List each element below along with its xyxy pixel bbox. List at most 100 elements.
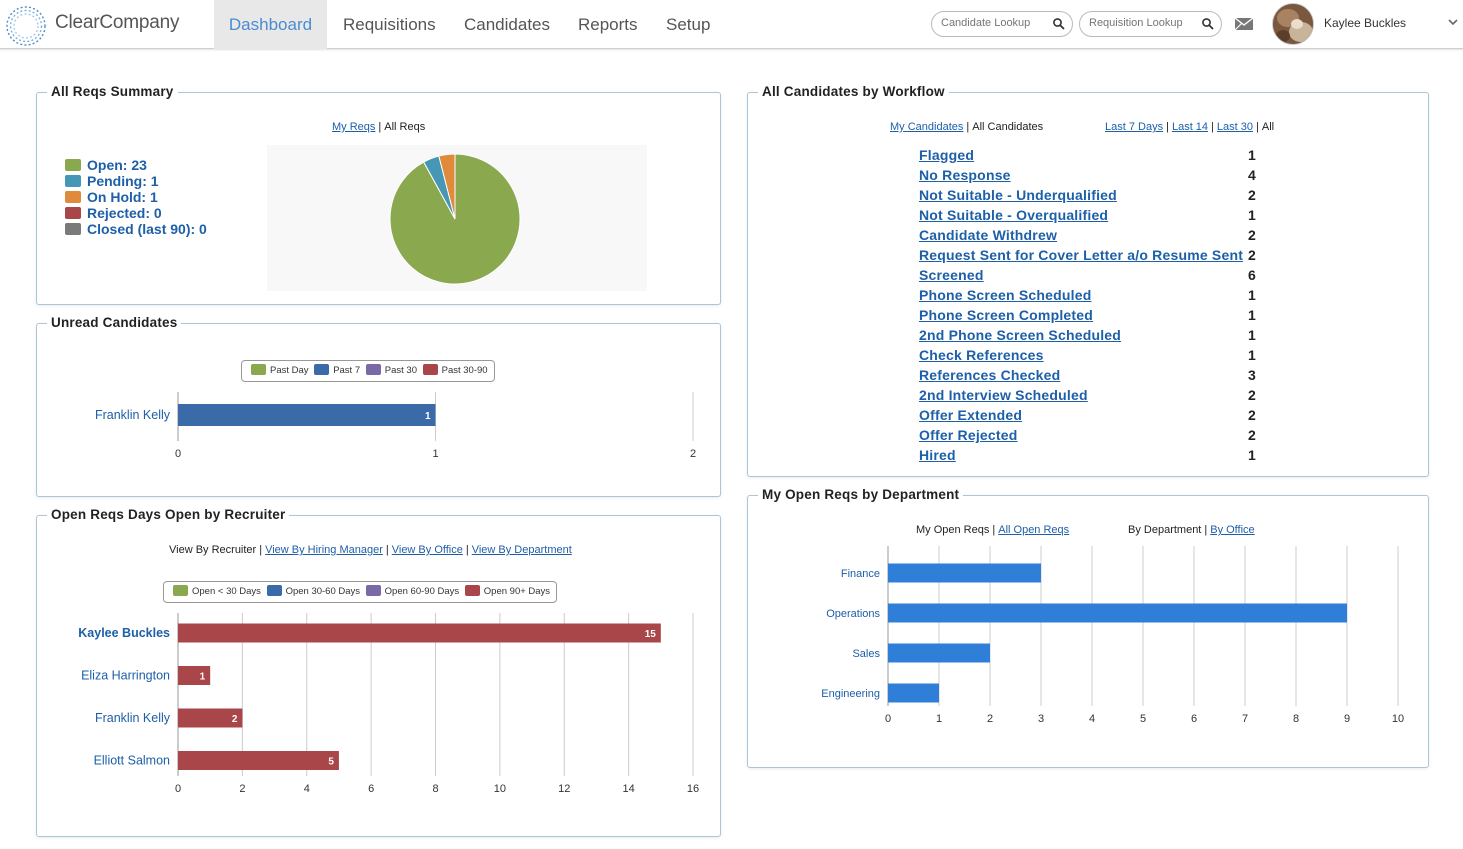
bar-franklin-kelly[interactable] bbox=[178, 404, 436, 426]
candidate-lookup-input[interactable] bbox=[941, 17, 1051, 29]
workflow-status-link[interactable]: Phone Screen Scheduled bbox=[919, 287, 1092, 303]
open-reqs-by-department-panel: My Open Reqs by Department My Open Reqs |… bbox=[747, 487, 1429, 768]
workflow-status-link[interactable]: 2nd Phone Screen Scheduled bbox=[919, 327, 1122, 343]
workflow-status-link[interactable]: Phone Screen Completed bbox=[919, 307, 1093, 323]
category-label[interactable]: Franklin Kelly bbox=[95, 408, 171, 422]
nav-candidates[interactable]: Candidates bbox=[464, 15, 551, 34]
candidates-workflow-panel: All Candidates by Workflow My Candidates… bbox=[747, 84, 1429, 477]
x-tick-label: 8 bbox=[432, 783, 438, 795]
workflow-status-link[interactable]: Request Sent for Cover Letter a/o Resume… bbox=[919, 247, 1244, 263]
nav-dashboard[interactable]: Dashboard bbox=[214, 0, 327, 49]
last-7-days-link[interactable]: Last 7 Days bbox=[1105, 121, 1164, 133]
swatch bbox=[65, 191, 81, 203]
category-label[interactable]: Finance bbox=[841, 568, 880, 580]
category-label[interactable]: Eliza Harrington bbox=[81, 669, 170, 683]
legend-open-lt-30[interactable]: Open < 30 Days bbox=[192, 586, 261, 597]
legend-past-day[interactable]: Past Day bbox=[270, 365, 309, 376]
category-label[interactable]: Kaylee Buckles bbox=[78, 626, 170, 640]
workflow-row: References Checked 3 bbox=[919, 367, 1269, 387]
bar-eliza-harrington[interactable] bbox=[178, 666, 211, 685]
days-open-panel: Open Reqs Days Open by Recruiter View By… bbox=[36, 507, 721, 837]
legend-past-30-90[interactable]: Past 30-90 bbox=[441, 365, 488, 376]
reqs-pie-chart bbox=[389, 153, 521, 285]
search-icon[interactable] bbox=[1052, 17, 1066, 31]
bar-engineering[interactable] bbox=[888, 683, 939, 703]
x-tick-label: 3 bbox=[1038, 713, 1044, 725]
workflow-count: 2 bbox=[1248, 227, 1256, 243]
category-label[interactable]: Elliott Salmon bbox=[94, 754, 170, 768]
swatch bbox=[314, 364, 330, 375]
workflow-status-link[interactable]: Hired bbox=[919, 447, 956, 463]
x-tick-label: 0 bbox=[175, 783, 181, 795]
x-tick-label: 2 bbox=[987, 713, 993, 725]
legend-rejected[interactable]: Rejected: 0 bbox=[65, 205, 162, 221]
pie-slice-on-hold[interactable] bbox=[438, 153, 456, 220]
x-tick-label: 0 bbox=[175, 448, 181, 460]
avatar[interactable] bbox=[1272, 3, 1314, 45]
view-by-office-link[interactable]: View By Office bbox=[391, 544, 463, 556]
workflow-status-link[interactable]: Offer Extended bbox=[919, 407, 1023, 423]
all-candidates-label: All Candidates bbox=[972, 121, 1044, 133]
requisition-lookup-input[interactable] bbox=[1089, 17, 1199, 29]
my-reqs-link[interactable]: My Reqs bbox=[332, 121, 376, 133]
bar-finance[interactable] bbox=[888, 563, 1041, 583]
workflow-status-link[interactable]: Not Suitable - Underqualified bbox=[919, 187, 1117, 203]
nav-requisitions[interactable]: Requisitions bbox=[343, 15, 436, 34]
requisition-lookup[interactable] bbox=[1079, 11, 1222, 37]
category-label[interactable]: Engineering bbox=[821, 688, 880, 700]
nav-setup[interactable]: Setup bbox=[666, 15, 711, 34]
category-label[interactable]: Operations bbox=[826, 608, 880, 620]
candidate-lookup[interactable] bbox=[931, 11, 1073, 37]
category-label[interactable]: Sales bbox=[852, 648, 880, 660]
view-by-department-link[interactable]: View By Department bbox=[471, 544, 572, 556]
category-label[interactable]: Franklin Kelly bbox=[95, 711, 171, 725]
all-label: All bbox=[1261, 121, 1275, 133]
workflow-count: 1 bbox=[1248, 207, 1256, 223]
nav-reports[interactable]: Reports bbox=[578, 15, 638, 34]
legend-on-hold[interactable]: On Hold: 1 bbox=[65, 189, 158, 205]
legend-past-7[interactable]: Past 7 bbox=[333, 365, 361, 376]
workflow-status-link[interactable]: No Response bbox=[919, 167, 1011, 183]
last-30-link[interactable]: Last 30 bbox=[1216, 121, 1253, 133]
legend-past-30[interactable]: Past 30 bbox=[384, 365, 417, 376]
search-icon[interactable] bbox=[1201, 17, 1215, 31]
legend-open-30-60[interactable]: Open 30-60 Days bbox=[285, 586, 361, 597]
legend-open[interactable]: Open: 23 bbox=[65, 157, 147, 173]
workflow-count: 3 bbox=[1248, 367, 1256, 383]
workflow-row: Phone Screen Scheduled 1 bbox=[919, 287, 1269, 307]
legend-closed[interactable]: Closed (last 90): 0 bbox=[65, 221, 207, 237]
legend-open-90-plus[interactable]: Open 90+ Days bbox=[483, 586, 551, 597]
mail-icon[interactable] bbox=[1234, 16, 1254, 32]
workflow-count: 1 bbox=[1248, 447, 1256, 463]
bar-kaylee-buckles[interactable] bbox=[178, 623, 661, 643]
app-name[interactable]: ClearCompany bbox=[55, 12, 180, 33]
x-tick-label: 6 bbox=[1191, 713, 1197, 725]
unread-candidates-panel: Unread Candidates Past Day Past 7 Past 3… bbox=[36, 315, 721, 497]
workflow-status-link[interactable]: Screened bbox=[919, 267, 984, 283]
workflow-status-link[interactable]: Flagged bbox=[919, 147, 975, 163]
all-open-reqs-link[interactable]: All Open Reqs bbox=[998, 524, 1070, 536]
chevron-down-icon[interactable] bbox=[1447, 16, 1459, 28]
clearcompany-logo-icon[interactable] bbox=[5, 5, 47, 47]
legend-pending[interactable]: Pending: 1 bbox=[65, 173, 159, 189]
user-name[interactable]: Kaylee Buckles bbox=[1324, 16, 1407, 30]
legend-open-60-90[interactable]: Open 60-90 Days bbox=[384, 586, 460, 597]
bar-franklin-kelly[interactable] bbox=[178, 708, 243, 728]
workflow-status-link[interactable]: Check References bbox=[919, 347, 1044, 363]
workflow-status-link[interactable]: 2nd Interview Scheduled bbox=[919, 387, 1088, 403]
workflow-status-link[interactable]: Not Suitable - Overqualified bbox=[919, 207, 1109, 223]
workflow-row: Request Sent for Cover Letter a/o Resume… bbox=[919, 247, 1269, 267]
my-candidates-link[interactable]: My Candidates bbox=[890, 121, 964, 133]
view-by-hiring-manager-link[interactable]: View By Hiring Manager bbox=[265, 544, 383, 556]
workflow-status-link[interactable]: References Checked bbox=[919, 367, 1061, 383]
last-14-link[interactable]: Last 14 bbox=[1171, 121, 1209, 133]
workflow-status-link[interactable]: Offer Rejected bbox=[919, 427, 1018, 443]
bar-elliott-salmon[interactable] bbox=[178, 751, 339, 770]
bar-operations[interactable] bbox=[888, 603, 1347, 623]
dept-group-filter: By Department | By Office bbox=[1128, 524, 1255, 536]
by-office-link[interactable]: By Office bbox=[1210, 524, 1255, 536]
bar-sales[interactable] bbox=[888, 643, 990, 663]
workflow-status-link[interactable]: Candidate Withdrew bbox=[919, 227, 1058, 243]
reqs-filter: My Reqs | All Reqs bbox=[332, 121, 426, 133]
